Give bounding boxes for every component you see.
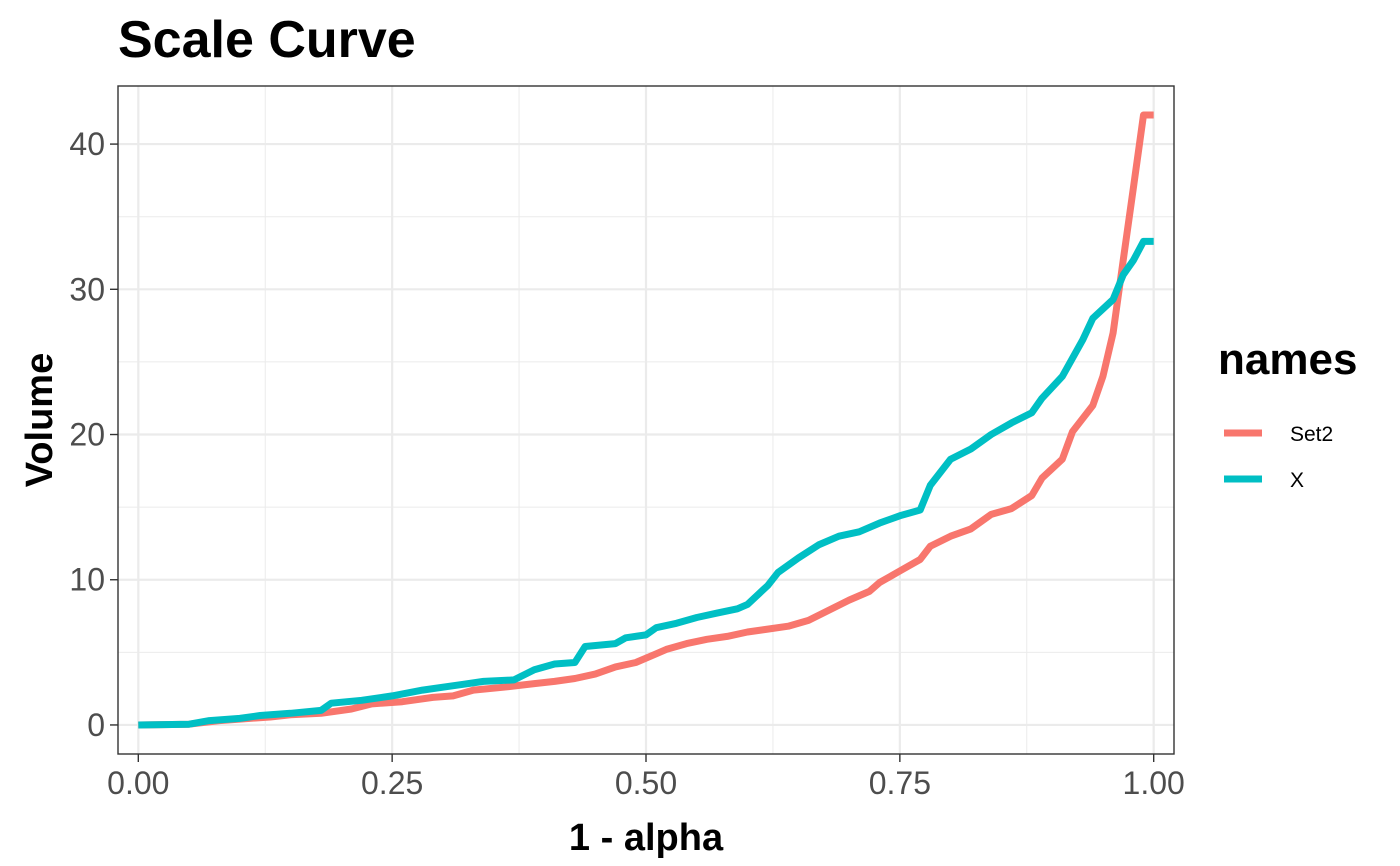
y-tick-label: 40 [69,126,105,162]
y-tick-label: 10 [69,562,105,598]
y-tick-label: 0 [87,707,105,743]
x-tick-label: 0.00 [107,765,169,801]
series-line-x [138,237,1154,729]
legend-label-x: X [1290,469,1304,492]
legend-title: names [1218,335,1357,384]
grid [118,86,1174,754]
x-tick-label: 1.00 [1123,765,1185,801]
y-axis-title: Volume [19,353,61,487]
chart-title: Scale Curve [118,11,416,69]
legend-label-set2: Set2 [1290,423,1333,446]
y-tick-label: 30 [69,271,105,307]
series-lines [138,111,1154,729]
series-line-set2 [138,111,1154,729]
x-tick-label: 0.25 [361,765,423,801]
x-tick-label: 0.75 [869,765,931,801]
axes: 0.00 0.25 0.50 0.75 1.00 0 10 20 30 40 [69,126,1184,801]
x-axis-title: 1 - alpha [569,817,724,859]
legend: names Set2 X [1218,335,1357,492]
x-tick-label: 0.50 [615,765,677,801]
y-tick-label: 20 [69,417,105,453]
